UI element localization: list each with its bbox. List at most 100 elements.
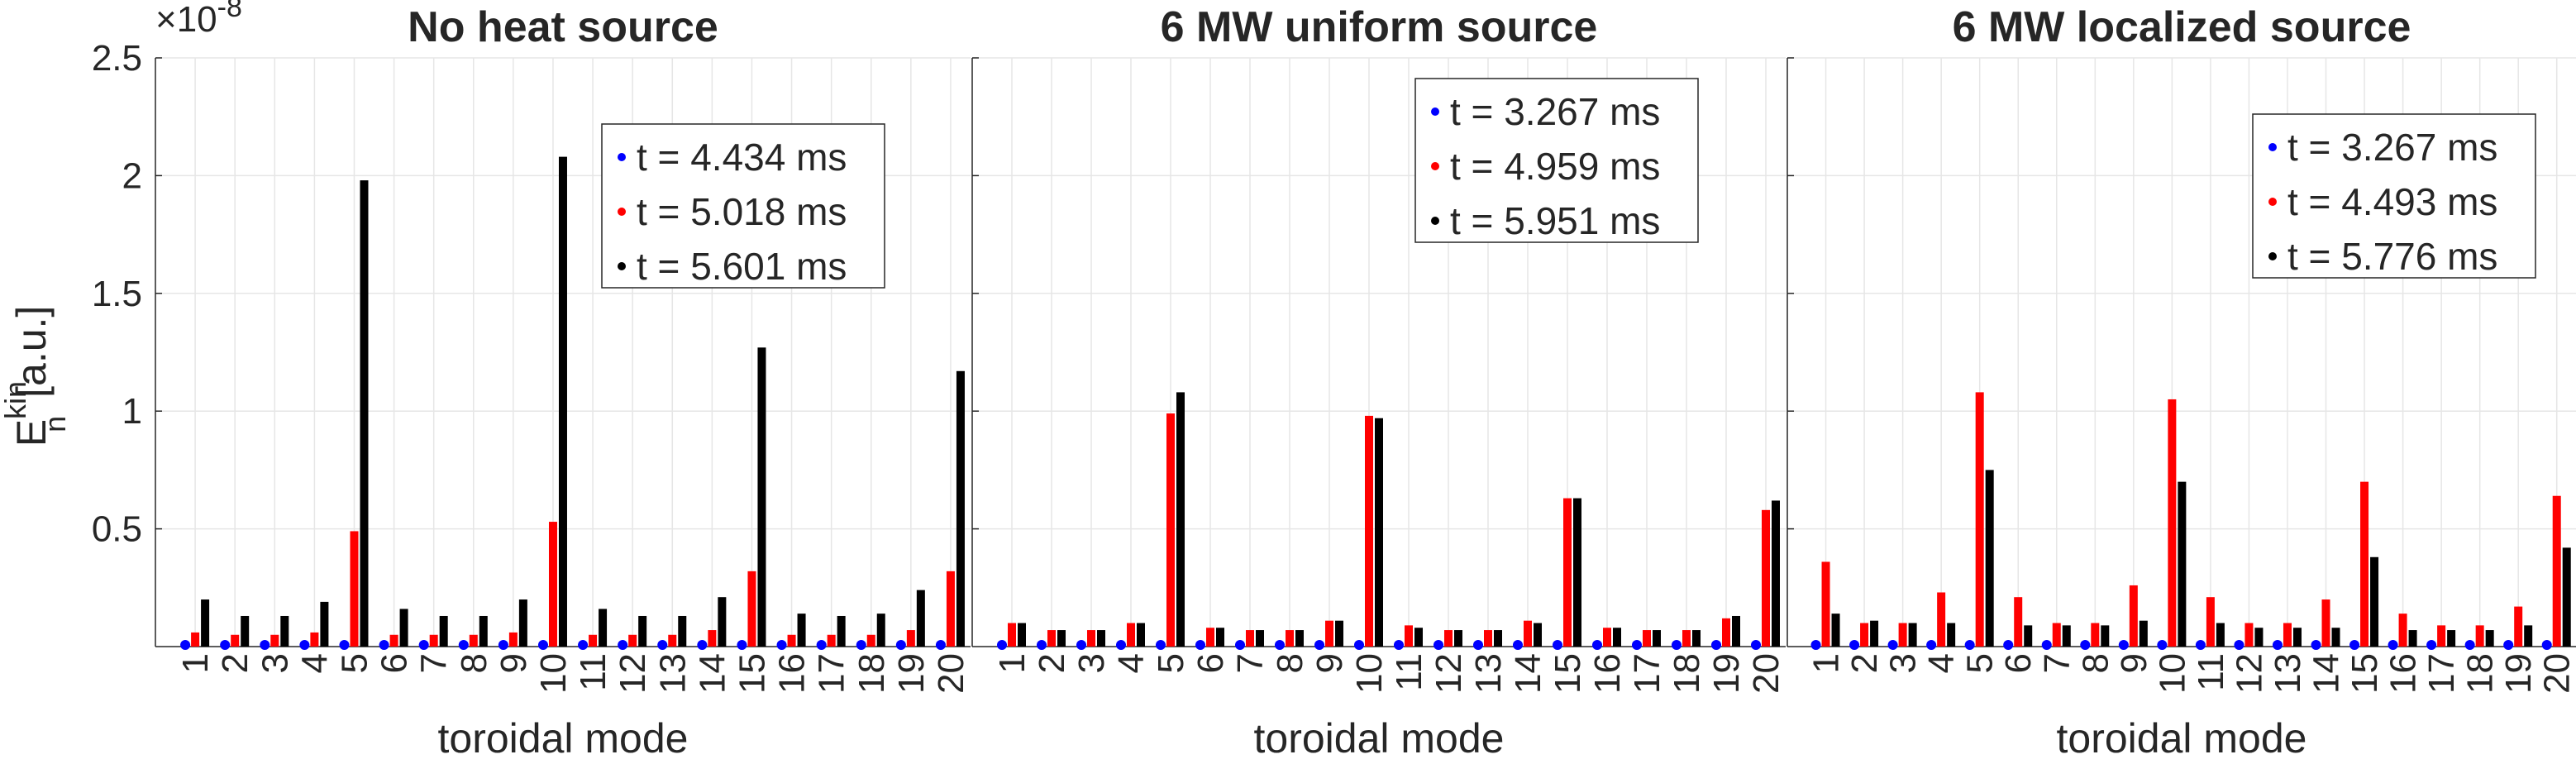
x-tick-label: 4 [1111, 653, 1152, 673]
bar-marker [2080, 640, 2091, 650]
bar-3-s2-m2 [1860, 623, 1869, 647]
bar-1-s2-m19 [906, 630, 915, 647]
bar-3-s2-m14 [2321, 599, 2330, 647]
x-tick-label: 5 [1151, 653, 1191, 673]
x-tick-label: 20 [2537, 653, 2576, 694]
x-tick-label: 19 [891, 653, 932, 694]
bar-2-s2-m16 [1603, 628, 1611, 647]
bar-marker [816, 640, 827, 650]
y-tick-label: 2 [122, 155, 142, 196]
x-tick-label: 16 [1587, 653, 1628, 694]
x-tick-label: 12 [613, 653, 653, 694]
legend-entry: t = 4.959 ms [1450, 145, 1660, 188]
x-tick-label: 7 [414, 653, 455, 673]
bar-1-s2-m3 [270, 634, 279, 647]
y-tick-label: 1 [122, 391, 142, 432]
bar-3-s3-m5 [1985, 470, 1994, 647]
bar-2-s2-m3 [1087, 630, 1095, 647]
x-tick-label: 18 [2460, 653, 2501, 694]
bar-3-s2-m16 [2398, 614, 2407, 647]
bar-1-s3-m16 [797, 614, 806, 647]
bar-1-s2-m9 [508, 632, 518, 647]
bar-3-s3-m1 [1831, 614, 1840, 647]
x-tick-label: 1 [175, 653, 216, 673]
bar-marker [737, 640, 747, 650]
bar-marker [299, 640, 310, 650]
bar-3-s2-m17 [2437, 625, 2446, 647]
bar-marker [1849, 640, 1860, 650]
bar-3-s2-m18 [2475, 625, 2484, 647]
bar-marker [180, 640, 191, 650]
bar-marker [2041, 640, 2052, 650]
bar-marker [578, 640, 589, 650]
x-tick-label: 19 [2498, 653, 2539, 694]
x-tick-label: 10 [2152, 653, 2192, 694]
x-tick-label: 8 [1270, 653, 1310, 673]
bar-2-s2-m8 [1286, 630, 1294, 647]
bar-marker [537, 640, 548, 650]
bar-1-s2-m14 [708, 630, 717, 647]
bar-3-s3-m9 [2139, 620, 2148, 647]
bar-1-s3-m12 [638, 615, 647, 647]
bar-marker [418, 640, 429, 650]
legend-entry: t = 5.776 ms [2287, 235, 2497, 278]
x-tick-label: 18 [852, 653, 892, 694]
svg-text:Ekinn[a.u.]: Ekinn [a.u.] [0, 306, 72, 447]
panel-title: No heat source [408, 3, 718, 51]
x-tick-label: 12 [2229, 653, 2269, 694]
bar-3-s2-m9 [2129, 585, 2138, 647]
bar-3-s3-m12 [2254, 628, 2264, 647]
bar-1-s2-m15 [747, 571, 756, 647]
ylabel-sub: n [38, 416, 72, 432]
bar-2-s3-m6 [1216, 628, 1224, 647]
x-tick-label: 15 [2345, 653, 2385, 694]
bar-1-s3-m19 [916, 590, 925, 647]
x-tick-label: 16 [772, 653, 813, 694]
bar-2-s2-m9 [1325, 620, 1333, 647]
panel-title: 6 MW uniform source [1161, 3, 1598, 51]
bar-2-s2-m15 [1563, 498, 1572, 647]
bar-1-s2-m8 [469, 634, 478, 647]
bar-marker [856, 640, 866, 650]
bar-1-s2-m11 [589, 634, 598, 647]
legend-box [601, 123, 885, 289]
bar-marker [2003, 640, 2014, 650]
ylabel-sup: kin [0, 381, 32, 419]
x-tick-label: 17 [1627, 653, 1667, 694]
bar-marker [2195, 640, 2206, 650]
x-tick-label: 9 [494, 653, 534, 673]
bar-2-s3-m4 [1137, 623, 1145, 647]
bar-2-s3-m17 [1653, 630, 1661, 647]
bar-marker [935, 640, 946, 650]
y-exponent-prefix: ×10 [155, 0, 217, 40]
bar-marker [1887, 640, 1898, 650]
bar-marker [1275, 640, 1285, 650]
bar-2-s2-m11 [1405, 625, 1413, 647]
bar-marker [1195, 640, 1205, 650]
bar-marker [697, 640, 708, 650]
bar-2-s3-m19 [1732, 615, 1740, 647]
bar-1-s2-m12 [628, 634, 637, 647]
x-tick-label: 5 [1960, 653, 2001, 673]
bar-2-s2-m6 [1206, 628, 1214, 647]
bar-2-s3-m20 [1772, 500, 1780, 647]
bar-3-s3-m11 [2216, 623, 2225, 647]
bar-1-s2-m6 [389, 634, 398, 647]
y-exponent-power: -8 [217, 0, 242, 23]
bar-2-s3-m9 [1335, 620, 1343, 647]
bar-1-s2-m4 [310, 632, 319, 647]
bar-1-s2-m13 [668, 634, 677, 647]
ylabel-unit: [a.u.] [8, 306, 55, 398]
y-tick-label: 1.5 [92, 274, 142, 314]
x-tick-label: 1 [992, 653, 1033, 673]
bar-2-s3-m3 [1097, 630, 1105, 647]
bar-1-s2-m18 [866, 634, 875, 647]
x-tick-label: 11 [2191, 653, 2231, 691]
bar-3-s3-m4 [1947, 623, 1956, 647]
bar-2-s2-m18 [1682, 630, 1691, 647]
bar-2-s3-m7 [1256, 630, 1264, 647]
legend: t = 3.267 ms t = 4.493 ms t = 5.776 ms [2252, 113, 2536, 279]
x-tick-label: 7 [1230, 653, 1271, 673]
